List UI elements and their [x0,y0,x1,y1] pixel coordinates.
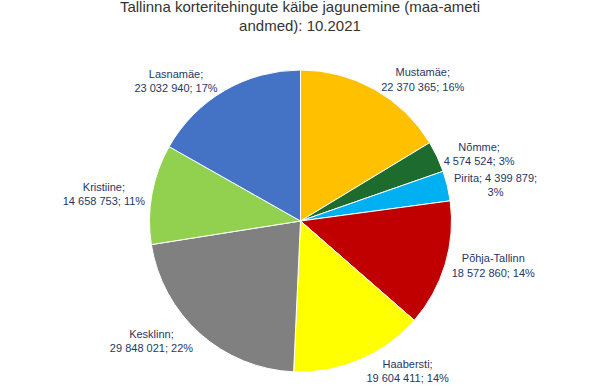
svg-text:Tallinna korteritehingute käib: Tallinna korteritehingute käibe jagunemi… [120,0,480,34]
svg-text:Põhja-Tallinn18 572 860; 14%: Põhja-Tallinn18 572 860; 14% [452,252,535,278]
svg-text:Haabersti;19 604 411; 14%: Haabersti;19 604 411; 14% [366,358,449,384]
svg-text:Nõmme;4 574 524; 3%: Nõmme;4 574 524; 3% [444,141,515,167]
svg-text:Lasnamäe;23 032 940; 17%: Lasnamäe;23 032 940; 17% [134,68,217,94]
svg-text:Pirita; 4 399 879;3%: Pirita; 4 399 879;3% [454,172,537,198]
svg-text:Kristiine;14 658 753; 11%: Kristiine;14 658 753; 11% [63,181,146,207]
svg-text:Kesklinn;29 848 021; 22%: Kesklinn;29 848 021; 22% [110,328,193,354]
svg-text:Mustamäe;22 370 365; 16%: Mustamäe;22 370 365; 16% [381,66,464,92]
